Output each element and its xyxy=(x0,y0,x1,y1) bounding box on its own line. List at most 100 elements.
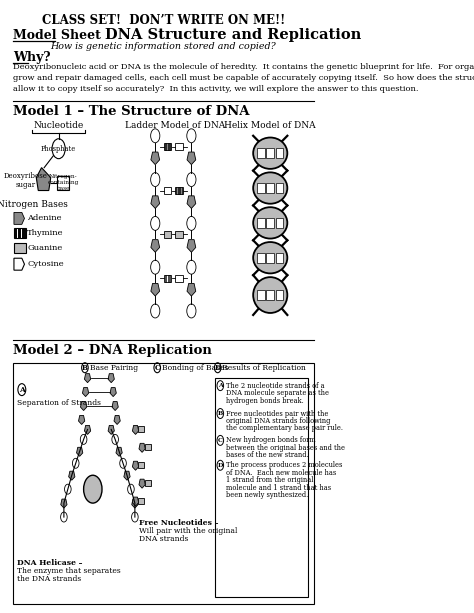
FancyBboxPatch shape xyxy=(215,378,309,596)
Text: Bonding of Bases: Bonding of Bases xyxy=(162,364,228,371)
FancyBboxPatch shape xyxy=(138,462,145,468)
Text: DNA molecule separate as the: DNA molecule separate as the xyxy=(226,389,328,397)
FancyBboxPatch shape xyxy=(164,275,171,281)
FancyBboxPatch shape xyxy=(275,183,283,193)
Ellipse shape xyxy=(253,137,287,169)
Polygon shape xyxy=(151,196,160,208)
FancyBboxPatch shape xyxy=(266,253,274,263)
Text: New hydrogen bonds form: New hydrogen bonds form xyxy=(226,436,315,444)
Polygon shape xyxy=(108,374,114,383)
FancyBboxPatch shape xyxy=(164,187,171,194)
FancyBboxPatch shape xyxy=(275,290,283,300)
FancyBboxPatch shape xyxy=(266,290,274,300)
Text: B: B xyxy=(82,364,88,371)
Circle shape xyxy=(187,129,196,143)
Circle shape xyxy=(120,459,127,468)
Text: The process produces 2 molecules: The process produces 2 molecules xyxy=(226,462,342,470)
Ellipse shape xyxy=(253,242,287,273)
Text: Nitrogen Bases: Nitrogen Bases xyxy=(0,200,68,210)
Text: DNA Helicase –: DNA Helicase – xyxy=(17,559,82,567)
FancyBboxPatch shape xyxy=(138,498,145,504)
Polygon shape xyxy=(132,497,139,506)
FancyBboxPatch shape xyxy=(145,480,151,486)
FancyBboxPatch shape xyxy=(14,229,26,238)
FancyBboxPatch shape xyxy=(57,175,69,189)
Polygon shape xyxy=(132,461,139,470)
Text: Separation of Strands: Separation of Strands xyxy=(17,398,100,406)
Text: A: A xyxy=(19,386,25,394)
Text: C: C xyxy=(218,438,223,443)
Circle shape xyxy=(187,304,196,318)
FancyBboxPatch shape xyxy=(175,275,182,281)
Ellipse shape xyxy=(253,172,287,204)
FancyBboxPatch shape xyxy=(266,148,274,158)
Text: The 2 nucleotide strands of a: The 2 nucleotide strands of a xyxy=(226,382,324,390)
Text: Deoxyribonucleic acid or DNA is the molecule of heredity.  It contains the genet: Deoxyribonucleic acid or DNA is the mole… xyxy=(13,63,474,93)
Polygon shape xyxy=(108,425,114,435)
Text: Why?: Why? xyxy=(13,51,50,64)
Circle shape xyxy=(187,173,196,186)
Polygon shape xyxy=(151,152,160,165)
Text: CLASS SET!  DON’T WRITE ON ME!!: CLASS SET! DON’T WRITE ON ME!! xyxy=(42,14,285,28)
Text: Model Sheet: Model Sheet xyxy=(13,29,100,42)
Text: Guanine: Guanine xyxy=(27,244,63,253)
Circle shape xyxy=(151,129,160,143)
Circle shape xyxy=(80,435,87,444)
Text: D: D xyxy=(218,463,223,468)
Text: How is genetic information stored and copied?: How is genetic information stored and co… xyxy=(50,42,276,51)
FancyBboxPatch shape xyxy=(257,290,265,300)
Circle shape xyxy=(83,475,102,503)
Circle shape xyxy=(128,484,134,494)
Text: of DNA.  Each new molecule has: of DNA. Each new molecule has xyxy=(226,469,336,477)
Text: C: C xyxy=(155,364,160,371)
Polygon shape xyxy=(82,387,89,397)
FancyBboxPatch shape xyxy=(266,218,274,228)
Polygon shape xyxy=(84,425,91,435)
Text: A: A xyxy=(218,383,223,388)
Circle shape xyxy=(61,512,67,522)
FancyBboxPatch shape xyxy=(275,253,283,263)
Circle shape xyxy=(132,512,138,522)
Polygon shape xyxy=(116,447,122,456)
Polygon shape xyxy=(36,167,51,191)
Text: the DNA strands: the DNA strands xyxy=(17,575,81,583)
FancyBboxPatch shape xyxy=(257,253,265,263)
Text: Deoxyribose
sugar: Deoxyribose sugar xyxy=(4,172,48,189)
Polygon shape xyxy=(76,447,83,456)
FancyBboxPatch shape xyxy=(266,183,274,193)
Text: Cytosine: Cytosine xyxy=(27,260,64,268)
Text: the complementary base pair rule.: the complementary base pair rule. xyxy=(226,424,343,432)
Text: Results of Replication: Results of Replication xyxy=(222,364,306,371)
Text: Free nucleotides pair with the: Free nucleotides pair with the xyxy=(226,409,328,417)
Text: B: B xyxy=(218,411,223,416)
FancyBboxPatch shape xyxy=(145,444,151,451)
Text: 1 strand from the original: 1 strand from the original xyxy=(226,476,313,484)
Circle shape xyxy=(151,304,160,318)
FancyBboxPatch shape xyxy=(257,183,265,193)
FancyBboxPatch shape xyxy=(275,148,283,158)
Circle shape xyxy=(187,260,196,274)
FancyBboxPatch shape xyxy=(164,143,171,150)
Polygon shape xyxy=(132,499,138,508)
Polygon shape xyxy=(132,425,139,435)
Text: H: H xyxy=(89,485,97,493)
FancyBboxPatch shape xyxy=(164,231,171,238)
Polygon shape xyxy=(151,283,160,296)
Text: Phosphate: Phosphate xyxy=(41,145,76,153)
Text: Helix Model of DNA: Helix Model of DNA xyxy=(225,121,316,130)
Text: molecule and 1 strand that has: molecule and 1 strand that has xyxy=(226,484,331,492)
Ellipse shape xyxy=(253,207,287,238)
Text: The enzyme that separates: The enzyme that separates xyxy=(17,567,120,575)
FancyBboxPatch shape xyxy=(138,427,145,432)
Polygon shape xyxy=(151,240,160,252)
Text: Model 2 – DNA Replication: Model 2 – DNA Replication xyxy=(13,344,211,357)
Text: DNA strands: DNA strands xyxy=(139,535,188,543)
Text: Adenine: Adenine xyxy=(27,215,62,223)
Polygon shape xyxy=(187,283,196,296)
Text: between the original bases and the: between the original bases and the xyxy=(226,444,345,452)
Text: Nitrogen-
containing
base: Nitrogen- containing base xyxy=(47,174,79,191)
Text: Ladder Model of DNA: Ladder Model of DNA xyxy=(125,121,225,130)
Polygon shape xyxy=(187,152,196,165)
Circle shape xyxy=(151,173,160,186)
Text: Free Nucleotides –: Free Nucleotides – xyxy=(139,519,219,527)
